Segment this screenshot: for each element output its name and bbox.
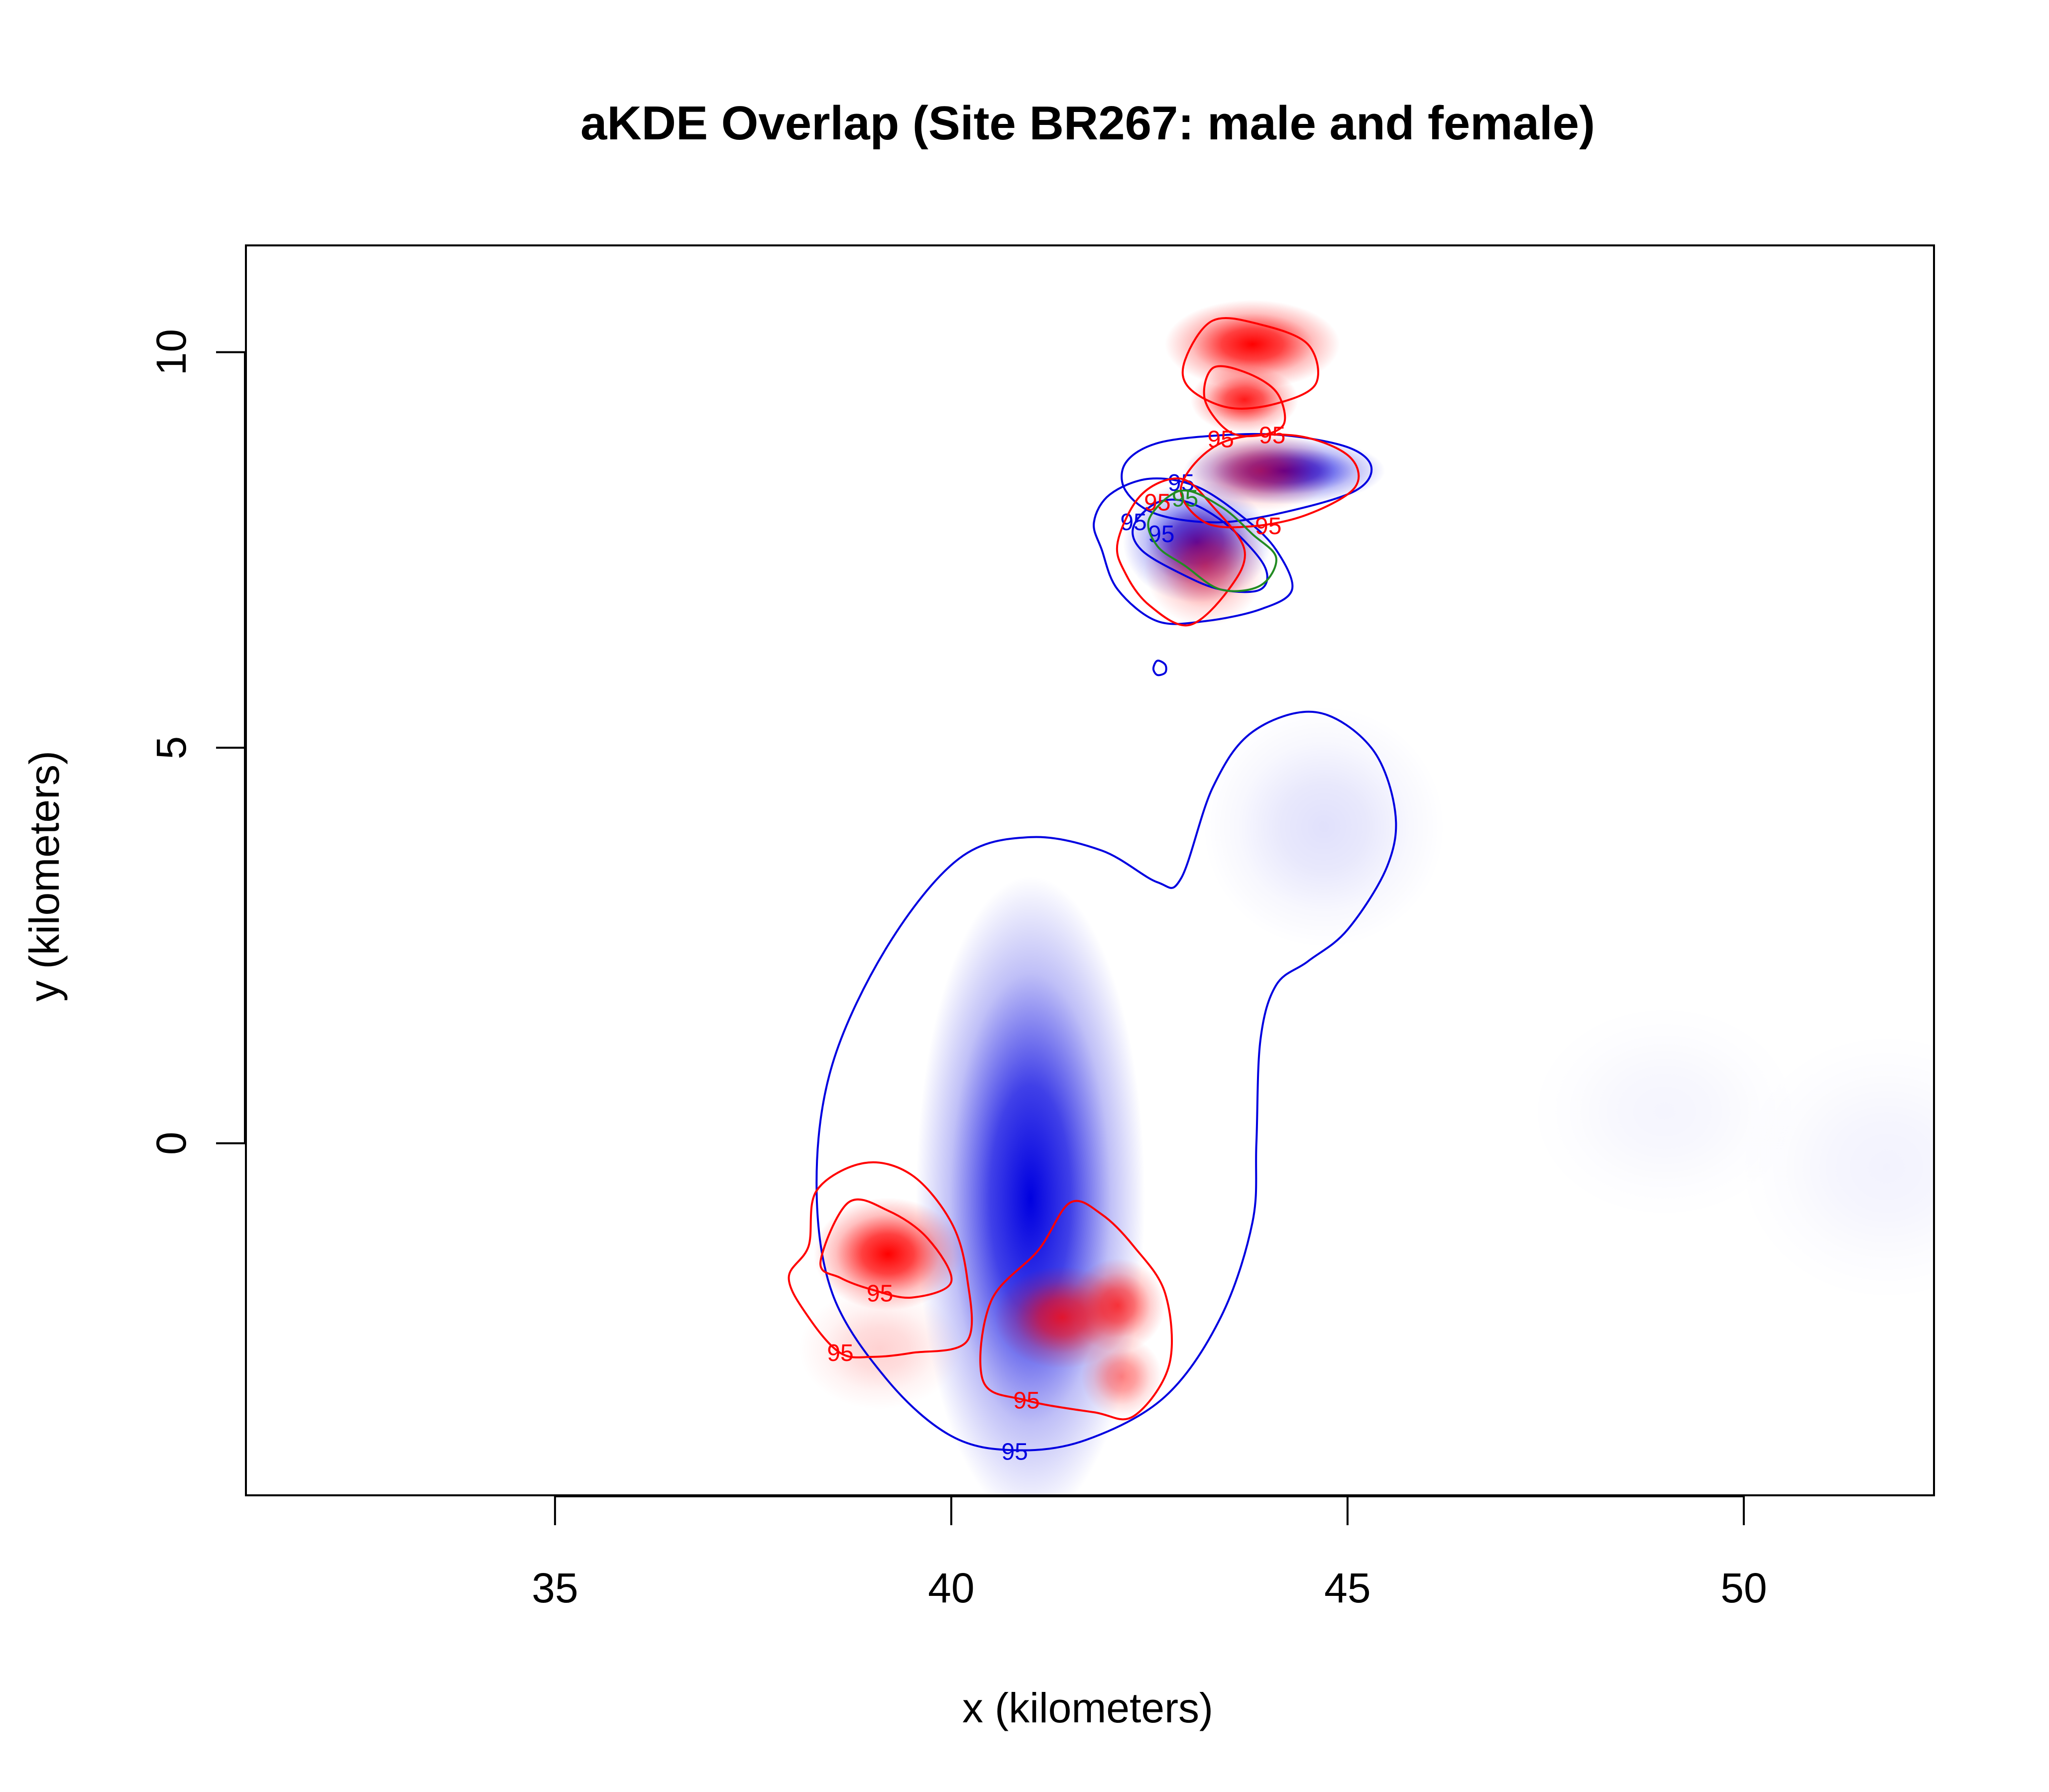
female-density-blob — [1144, 505, 1266, 627]
female-contour-95 — [979, 1200, 1173, 1421]
x-axis: 35 40 45 50 — [532, 1495, 1767, 1611]
female-contour-95 — [819, 1198, 953, 1299]
female-density-blob — [1190, 366, 1299, 434]
male-contour-95 — [1132, 498, 1268, 593]
male-contour-95 — [815, 710, 1397, 1452]
y-axis: 0 5 10 — [148, 329, 246, 1155]
female-density-blob — [1070, 1258, 1165, 1353]
male-density-blob — [1738, 1032, 1934, 1302]
overlap-contour-95 — [1147, 489, 1277, 592]
male-contour-95 — [1121, 433, 1373, 524]
y-tick-label: 5 — [148, 736, 195, 760]
male-contour-95 — [1152, 660, 1167, 676]
female-contour-label: 95 — [1013, 1387, 1039, 1414]
chart-title: aKDE Overlap (Site BR267: male and femal… — [580, 97, 1595, 150]
female-contour-95 — [1116, 477, 1246, 627]
y-axis-label: y (kilometers) — [21, 751, 68, 1002]
x-tick-label: 40 — [928, 1565, 974, 1611]
male-density-blob — [1530, 1004, 1800, 1220]
x-tick-label: 50 — [1720, 1565, 1767, 1611]
female-contour-label: 95 — [1144, 490, 1170, 516]
female-contour-95 — [1180, 433, 1360, 529]
y-tick-label: 10 — [148, 329, 195, 375]
male-contour-label: 95 — [1148, 521, 1174, 548]
female-density-blob — [1186, 430, 1335, 511]
male-density-blob — [916, 876, 1145, 1495]
x-axis-label: x (kilometers) — [962, 1684, 1213, 1731]
density-layer — [799, 300, 1934, 1495]
x-tick-label: 35 — [532, 1565, 578, 1611]
female-contour-label: 95 — [1255, 513, 1281, 540]
male-contour-label: 95 — [1002, 1439, 1028, 1465]
female-density-blob — [799, 1288, 961, 1410]
overlap-contour-label: 95 — [1172, 486, 1198, 512]
female-contour-label: 95 — [867, 1281, 893, 1307]
female-contour-95 — [1203, 365, 1286, 438]
male-density-blob — [1202, 705, 1445, 948]
female-contour-95 — [1181, 317, 1319, 410]
female-density-blob — [1081, 1336, 1162, 1417]
female-contour-label: 95 — [827, 1340, 853, 1366]
x-tick-label: 45 — [1324, 1565, 1370, 1611]
y-tick-label: 0 — [148, 1131, 195, 1155]
male-contour-95 — [1093, 477, 1294, 625]
female-contour-95 — [788, 1161, 973, 1358]
